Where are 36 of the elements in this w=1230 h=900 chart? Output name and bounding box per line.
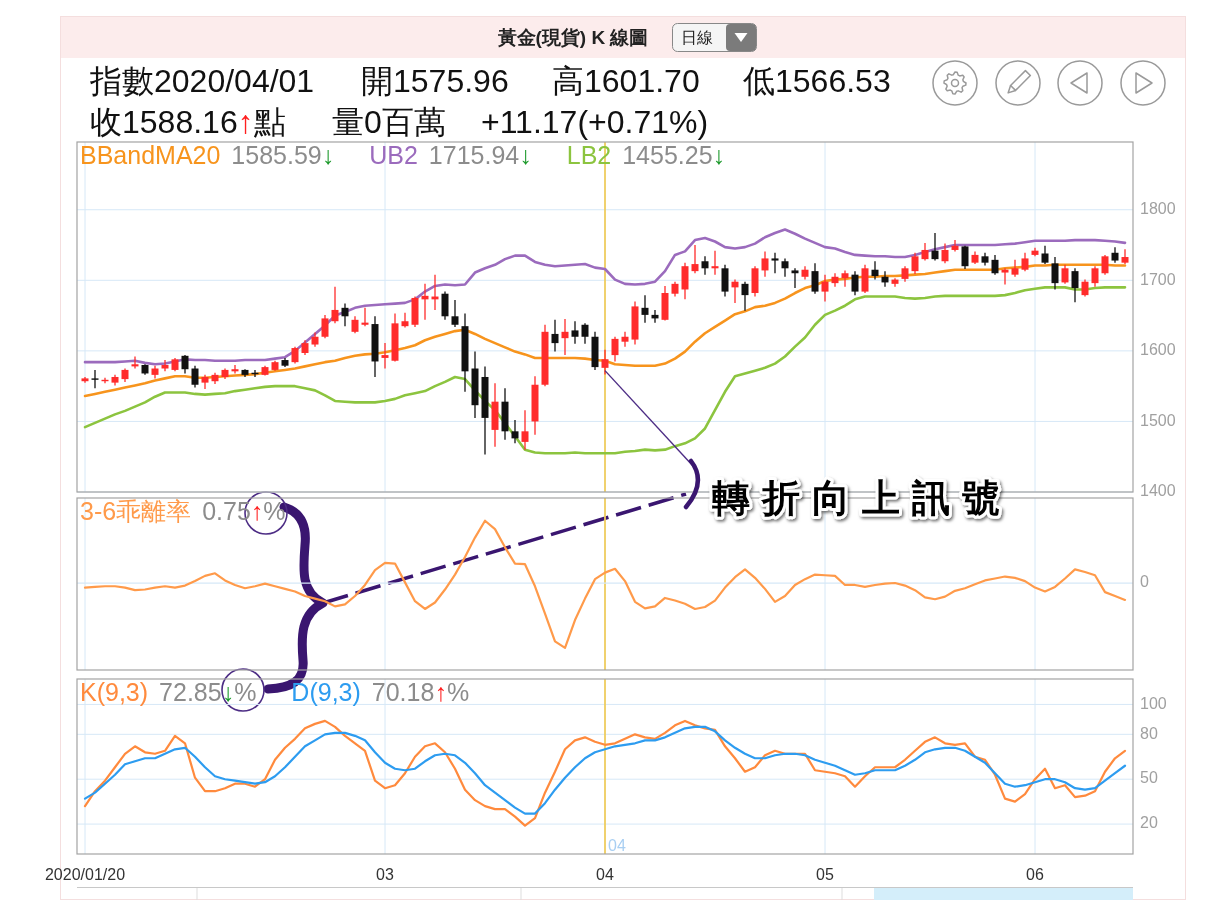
annotation: 70.18↑% bbox=[371, 678, 470, 706]
y-tick-label: 1800 bbox=[1140, 199, 1176, 217]
ref-line-label: 04 bbox=[608, 837, 626, 854]
text: 低1566.53 bbox=[743, 63, 891, 99]
y-tick-label: 1400 bbox=[1140, 482, 1176, 500]
text: 指數2020/04/01 bbox=[89, 63, 315, 99]
x-tick-label: 06 bbox=[1026, 866, 1044, 883]
text: 開1575.96 bbox=[361, 63, 509, 99]
annotation: 72.85↓% bbox=[159, 678, 257, 706]
x-tick-label: 2020/01/20 bbox=[44, 866, 126, 883]
y-tick-label: 100 bbox=[1140, 694, 1167, 712]
y-tick-label: 80 bbox=[1140, 724, 1158, 742]
y-tick-label: 1700 bbox=[1140, 270, 1176, 288]
text: 收1588.16↑點 bbox=[90, 104, 286, 140]
text: 量0百萬 bbox=[332, 104, 446, 140]
ref-line-label: 0 bbox=[1140, 573, 1149, 591]
text: BBandMA20 bbox=[80, 141, 221, 169]
annotation: 1455.25↓ bbox=[622, 141, 726, 169]
text: UB2 bbox=[369, 141, 418, 169]
y-tick-label: 1500 bbox=[1140, 411, 1176, 429]
y-tick-label: 50 bbox=[1140, 769, 1158, 787]
chart-title: 黃金(現貨) K 線圖 bbox=[496, 27, 649, 48]
text: 高1601.70 bbox=[552, 63, 700, 99]
text: +11.17(+0.71%) bbox=[481, 104, 709, 140]
annotation: 1715.94↓ bbox=[428, 141, 532, 169]
x-tick-label: 03 bbox=[376, 866, 394, 883]
x-tick-label: 05 bbox=[816, 866, 834, 883]
text: 日線 bbox=[681, 29, 713, 46]
x-tick-label: 04 bbox=[596, 866, 614, 883]
annotation: 1585.59↓ bbox=[231, 141, 335, 169]
series-label: K(9,3) bbox=[80, 678, 149, 706]
y-tick-label: 1600 bbox=[1140, 341, 1176, 359]
y-tick-label: 20 bbox=[1140, 814, 1158, 832]
text: 3-6乖離率 bbox=[80, 497, 192, 525]
annotation: 轉折向上訊號 bbox=[712, 477, 1012, 519]
series-label: D(9,3) bbox=[291, 678, 361, 706]
